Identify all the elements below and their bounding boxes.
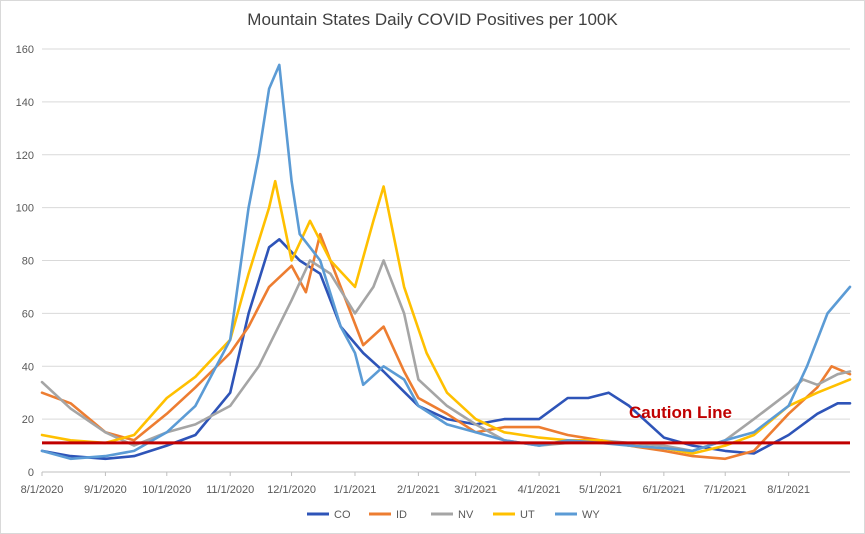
legend-label-ut: UT	[520, 509, 535, 521]
y-tick-label: 0	[28, 467, 34, 479]
x-tick-label: 8/1/2020	[21, 484, 64, 496]
x-tick-label: 8/1/2021	[767, 484, 810, 496]
series-line-id	[40, 232, 852, 461]
series-line-ut	[40, 179, 852, 455]
y-axis-ticks: 0 20 40 60 80 100 120 140 160	[16, 44, 34, 479]
y-tick-label: 140	[16, 97, 34, 109]
y-tick-label: 120	[16, 150, 34, 162]
y-tick-label: 20	[22, 414, 34, 426]
x-tick-label: 9/1/2020	[84, 484, 127, 496]
x-tick-label: 1/1/2021	[334, 484, 377, 496]
y-tick-label: 100	[16, 203, 34, 215]
x-tick-label: 6/1/2021	[642, 484, 685, 496]
series-line-wy	[40, 63, 852, 461]
series-lines	[40, 63, 852, 461]
legend-label-id: ID	[396, 509, 407, 521]
legend: CO ID NV UT WY	[307, 509, 600, 521]
series-line-nv	[40, 259, 852, 453]
caution-line-label: Caution Line	[629, 403, 732, 422]
chart-title: Mountain States Daily COVID Positives pe…	[247, 10, 618, 29]
legend-label-co: CO	[334, 509, 351, 521]
y-tick-label: 160	[16, 44, 34, 56]
caution-line-group: Caution Line	[42, 403, 850, 445]
x-tick-label: 7/1/2021	[704, 484, 747, 496]
x-tick-label: 2/1/2021	[397, 484, 440, 496]
y-tick-label: 80	[22, 256, 34, 268]
x-axis-ticks: 8/1/2020 9/1/2020 10/1/2020 11/1/2020 12/1/2…	[21, 472, 810, 496]
gridlines	[42, 48, 850, 473]
series-line-co	[40, 238, 852, 461]
legend-label-nv: NV	[458, 509, 474, 521]
x-tick-label: 10/1/2020	[142, 484, 191, 496]
y-tick-label: 60	[22, 308, 34, 320]
x-tick-label: 3/1/2021	[454, 484, 497, 496]
x-tick-label: 11/1/2020	[206, 484, 254, 496]
x-tick-label: 12/1/2020	[267, 484, 316, 496]
y-tick-label: 40	[22, 361, 34, 373]
x-tick-label: 5/1/2021	[579, 484, 622, 496]
x-tick-label: 4/1/2021	[518, 484, 561, 496]
legend-label-wy: WY	[582, 509, 600, 521]
